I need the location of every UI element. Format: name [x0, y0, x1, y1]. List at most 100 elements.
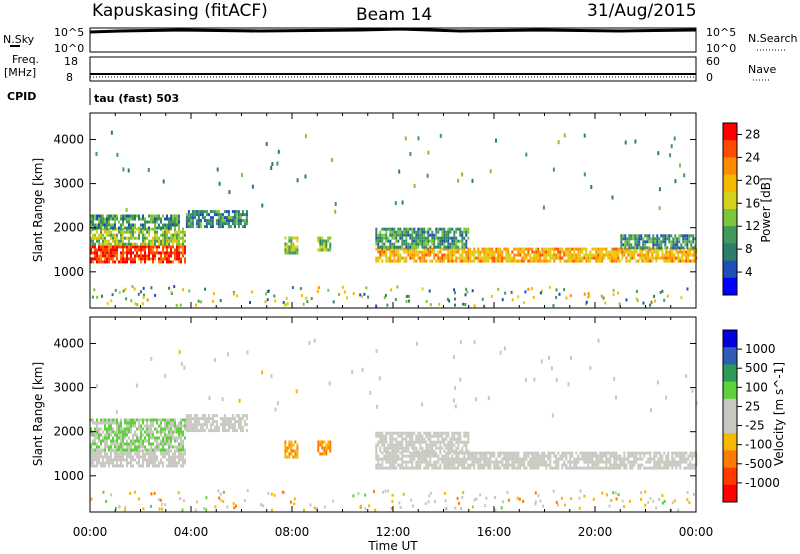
echo-cell [168, 452, 170, 456]
echo-cell [172, 421, 174, 425]
power-y-label: Slant Range [km] [31, 158, 45, 262]
echo-cell [104, 217, 106, 221]
echo-cell [90, 442, 92, 446]
echo-cell [539, 457, 542, 461]
echo-cell [407, 460, 410, 464]
echo-cell [130, 452, 132, 456]
echo-cell [463, 443, 466, 447]
echo-cell [469, 247, 472, 251]
colorbar-swatch [723, 347, 737, 365]
echo-cell [138, 458, 140, 462]
echo-cell [142, 223, 144, 227]
echo-cell [118, 245, 120, 249]
echo-cell [567, 247, 570, 251]
echo-cell [96, 442, 98, 446]
echo-cell [389, 431, 392, 435]
echo-cell [138, 427, 140, 431]
echo-cell [294, 251, 297, 255]
echo-cell [421, 454, 424, 458]
echo-cell [651, 253, 654, 257]
echo-cell [150, 227, 152, 231]
echo-cell [110, 421, 112, 425]
echo-cell [565, 466, 568, 470]
echo-cell [96, 214, 98, 218]
echo-cell [327, 443, 330, 447]
echo-cell [150, 427, 152, 431]
echo-cell [419, 239, 422, 243]
station-title: Kapuskasing (fitACF) [92, 1, 268, 21]
echo-cell [441, 233, 444, 237]
echo-cell [441, 446, 444, 450]
echo-cell [559, 259, 562, 263]
echo-cell [166, 233, 168, 237]
echo-cell [164, 448, 166, 452]
scatter-cell [110, 130, 113, 135]
echo-cell [158, 436, 160, 440]
echo-cell [126, 242, 128, 246]
echo-cell [413, 242, 416, 246]
echo-cell [685, 451, 688, 455]
echo-cell [619, 460, 622, 464]
echo-cell [154, 418, 156, 422]
echo-cell [670, 246, 673, 250]
echo-cell [423, 242, 426, 246]
echo-cell [290, 242, 293, 246]
echo-cell [531, 250, 534, 254]
scatter-cell [361, 295, 364, 299]
echo-cell [485, 460, 488, 464]
scatter-cell [649, 497, 652, 500]
echo-cell [437, 440, 440, 444]
echo-cell [92, 452, 94, 456]
scatter-cell [650, 408, 652, 413]
echo-cell [654, 237, 657, 241]
echo-cell [90, 418, 92, 422]
echo-cell [110, 458, 112, 462]
echo-cell [375, 434, 378, 438]
echo-cell [533, 454, 536, 458]
echo-cell [120, 236, 122, 240]
x-tick-label: 20:00 [578, 525, 613, 539]
echo-cell [323, 245, 326, 249]
echo-cell [132, 214, 134, 218]
echo-cell [168, 226, 170, 230]
echo-cell [647, 256, 650, 260]
echo-cell [630, 234, 633, 238]
echo-cell [182, 251, 184, 255]
echo-cell [124, 442, 126, 446]
echo-cell [529, 259, 532, 263]
echo-cell [132, 418, 134, 422]
scatter-cell [601, 491, 604, 495]
echo-cell [110, 445, 112, 449]
echo-cell [237, 222, 240, 226]
echo-cell [571, 259, 574, 263]
echo-cell [601, 460, 604, 464]
echo-cell [681, 451, 684, 455]
scatter-cell [587, 295, 590, 299]
echo-cell [691, 463, 694, 467]
echo-cell [631, 460, 634, 464]
echo-cell [565, 259, 568, 263]
scatter-cell [236, 294, 238, 298]
echo-cell [160, 254, 162, 258]
echo-cell [124, 245, 126, 249]
echo-cell [403, 460, 406, 464]
echo-cell [621, 460, 624, 464]
echo-cell [219, 222, 222, 226]
scatter-cell [283, 303, 286, 307]
echo-cell [525, 466, 528, 470]
echo-cell [565, 457, 568, 461]
colorbar-swatch [723, 450, 737, 469]
echo-cell [499, 466, 502, 470]
echo-cell [174, 427, 176, 431]
echo-cell [130, 448, 132, 452]
echo-cell [176, 445, 178, 449]
echo-cell [449, 242, 452, 246]
echo-cell [98, 260, 100, 264]
echo-cell [489, 457, 492, 461]
echo-cell [146, 418, 148, 422]
scatter-cell [683, 173, 686, 178]
echo-cell [491, 460, 494, 464]
echo-cell [96, 430, 98, 434]
echo-cell [648, 246, 651, 250]
scatter-cell [604, 301, 607, 305]
